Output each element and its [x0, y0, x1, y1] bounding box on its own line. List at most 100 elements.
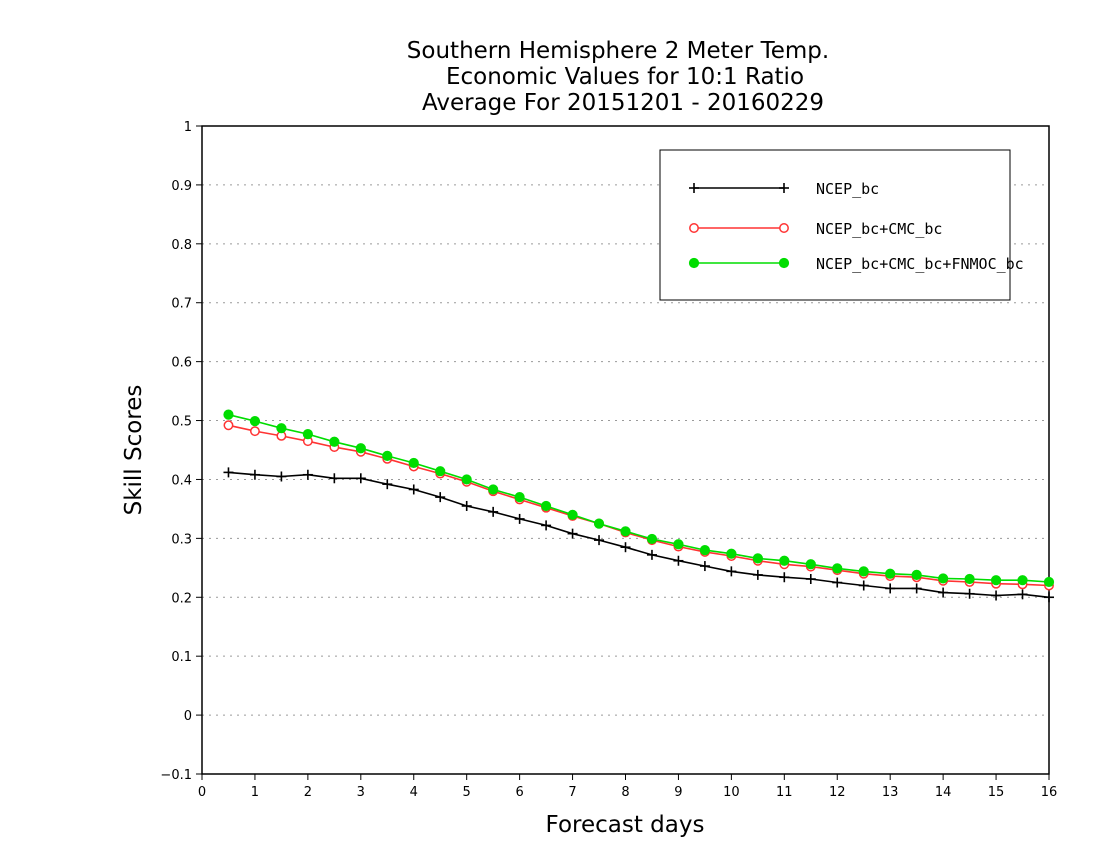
data-point	[435, 492, 446, 503]
x-tick-label: 8	[621, 785, 629, 800]
data-point	[832, 577, 843, 588]
x-tick-label: 13	[882, 785, 899, 800]
data-point	[408, 457, 419, 469]
data-point	[249, 469, 260, 480]
y-tick-label: 0.6	[171, 356, 192, 371]
legend-marker	[689, 183, 699, 193]
x-tick-label: 9	[674, 785, 682, 800]
data-point	[329, 436, 340, 447]
legend-marker	[689, 223, 699, 233]
y-tick-label: 1	[184, 120, 192, 135]
title-line-3: Average For 20151201 - 20160229	[422, 90, 824, 116]
data-point	[858, 580, 869, 591]
data-point	[990, 575, 1002, 586]
data-point	[779, 572, 790, 583]
data-point	[540, 500, 552, 512]
series-3	[223, 409, 1055, 588]
data-point	[514, 513, 525, 524]
data-point	[885, 568, 896, 579]
data-point	[964, 588, 975, 599]
series-line	[228, 424, 1050, 587]
data-point	[911, 583, 922, 594]
data-point	[911, 569, 922, 580]
data-point	[223, 420, 234, 431]
data-point	[408, 484, 419, 495]
title-line-2: Economic Values for 10:1 Ratio	[446, 64, 804, 90]
legend: NCEP_bc NCEP_bc+CMC_bc NCEP_bc+CMC_bc+FNMO…	[659, 149, 1024, 301]
data-point	[1017, 575, 1028, 586]
legend-marker	[779, 223, 789, 233]
data-point	[726, 566, 737, 577]
x-tick-label: 12	[829, 785, 846, 800]
x-tick-label: 10	[723, 785, 740, 800]
data-point	[805, 574, 816, 585]
data-point	[646, 549, 657, 560]
data-point	[1044, 592, 1054, 603]
x-tick-label: 14	[935, 785, 952, 800]
data-point	[752, 553, 763, 564]
grid	[202, 184, 1049, 716]
data-point	[302, 428, 313, 440]
y-tick-label: 0.8	[171, 238, 192, 253]
x-tick-label: 0	[198, 785, 206, 800]
data-point	[885, 583, 896, 594]
data-point	[461, 474, 472, 485]
y-axis-label: Skill Scores	[121, 385, 147, 516]
y-axis: −0.1 0 0.1 0.2 0.3 0.4 0.5 0.6 0.7 0.8 0.9 1	[160, 120, 202, 783]
data-point	[593, 518, 605, 529]
data-point	[673, 555, 684, 566]
data-point	[752, 569, 763, 580]
data-point	[991, 590, 1002, 601]
data-point	[567, 528, 578, 539]
data-point	[223, 467, 234, 478]
x-tick-label: 2	[304, 785, 312, 800]
legend-marker	[688, 257, 700, 269]
data-point	[276, 471, 287, 482]
legend-label: NCEP_bc+CMC_bc	[816, 220, 942, 238]
data-point	[1017, 589, 1028, 600]
data-point	[779, 555, 790, 566]
data-point	[541, 520, 552, 531]
data-point	[699, 561, 710, 572]
legend-marker	[778, 257, 790, 269]
data-point	[1043, 576, 1055, 588]
legend-marker	[779, 183, 789, 193]
data-point	[514, 492, 525, 503]
data-point	[832, 563, 843, 574]
data-point	[858, 566, 869, 577]
legend-entry: NCEP_bc	[689, 180, 879, 198]
series-2	[223, 420, 1054, 591]
data-point	[276, 423, 287, 434]
data-point	[964, 573, 975, 585]
x-tick-label: 11	[776, 785, 793, 800]
data-point	[673, 539, 684, 550]
data-point	[699, 545, 711, 556]
legend-label: NCEP_bc+CMC_bc+FNMOC_bc	[816, 255, 1024, 273]
data-point	[567, 509, 578, 520]
data-point	[594, 535, 605, 546]
data-point	[355, 473, 366, 484]
x-tick-label: 3	[357, 785, 365, 800]
y-tick-label: 0.9	[171, 179, 192, 194]
y-tick-label: 0.4	[171, 473, 192, 488]
data-point	[726, 548, 737, 559]
x-tick-label: 5	[463, 785, 471, 800]
x-tick-label: 4	[410, 785, 418, 800]
y-tick-label: 0.3	[171, 532, 192, 547]
y-tick-label: 0	[184, 709, 192, 724]
legend-box	[659, 149, 1011, 301]
x-axis: 0 1 2 3 4 5 6 7 8 9 10 11 12 13 14 15 16	[198, 774, 1057, 800]
data-point	[805, 559, 816, 570]
data-point	[382, 450, 393, 461]
legend-entry: NCEP_bc+CMC_bc+FNMOC_bc	[688, 255, 1024, 273]
x-tick-label: 16	[1041, 785, 1058, 800]
legend-label: NCEP_bc	[816, 180, 879, 198]
data-point	[488, 506, 499, 517]
x-tick-label: 7	[568, 785, 576, 800]
data-point	[488, 484, 499, 495]
data-point	[382, 479, 393, 490]
legend-entry: NCEP_bc+CMC_bc	[689, 220, 942, 238]
data-point	[620, 526, 631, 537]
data-point	[329, 473, 340, 484]
